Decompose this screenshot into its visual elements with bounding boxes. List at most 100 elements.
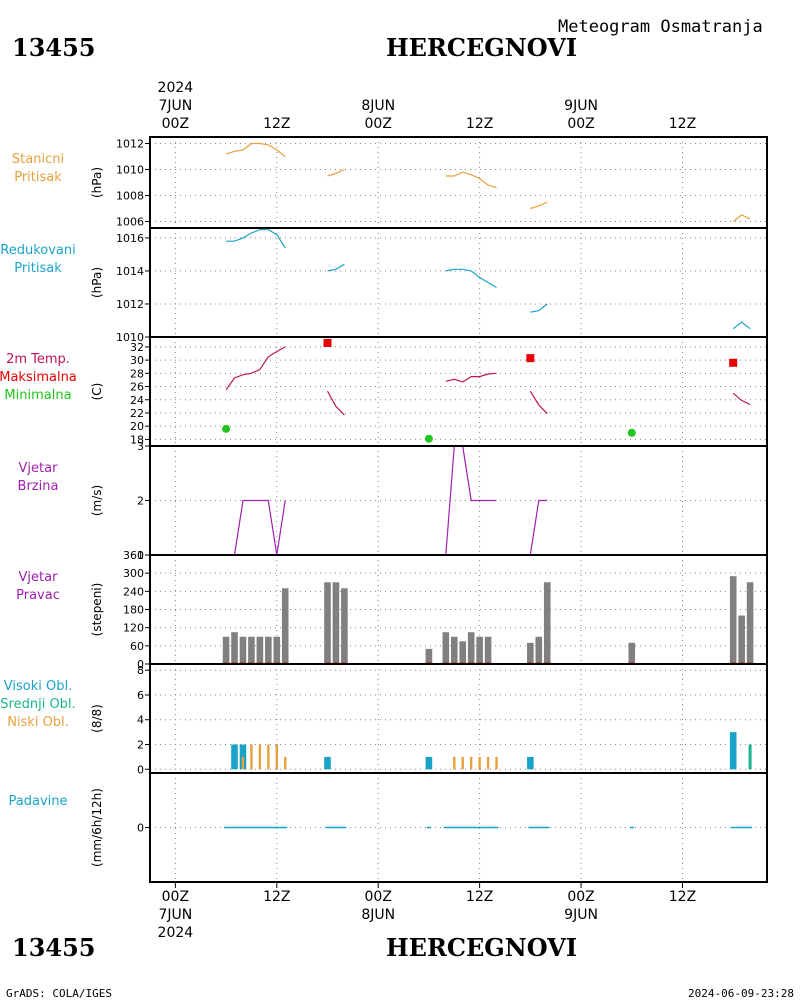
time-label-hour-top: 12Z	[466, 116, 493, 132]
station-pressure-line	[225, 142, 286, 157]
time-label-hour-top: 12Z	[669, 116, 696, 132]
time-label-hour-bottom: 12Z	[669, 889, 696, 905]
y-tick-label: 2	[137, 739, 144, 752]
wind-direction-bar	[442, 632, 450, 664]
y-tick-label: 0	[137, 763, 144, 776]
y-tick-label: 1014	[116, 265, 144, 278]
y-tick-label: 24	[130, 394, 144, 407]
station-name-top: HERCEGNOVI	[386, 33, 577, 62]
product-title: Meteogram Osmatranja	[558, 17, 763, 37]
high-cloud-bar	[324, 756, 331, 770]
panel-plot-area	[150, 555, 767, 664]
panel-plot-area	[150, 446, 767, 555]
temperature-line	[225, 346, 286, 391]
high-cloud-bar	[527, 756, 534, 770]
station-id-bottom: 13455	[12, 933, 96, 962]
station-pressure-line	[327, 168, 345, 177]
low-cloud-bar	[461, 756, 464, 770]
max-temp-marker	[323, 338, 332, 347]
mid-cloud-bar	[748, 744, 752, 770]
y-tick-label: 28	[130, 367, 144, 380]
low-cloud-bar	[478, 756, 481, 770]
time-label-year-bottom: 2024	[158, 925, 194, 941]
station-pressure-line	[445, 171, 497, 189]
y-tick-label: 8	[137, 664, 144, 677]
y-tick-label: 360	[123, 549, 144, 562]
time-label-hour-bottom: 00Z	[365, 889, 392, 905]
y-tick-label: 30	[130, 354, 144, 367]
wind-direction-bar	[484, 636, 492, 664]
temperature-line	[326, 390, 345, 416]
wind-direction-bar	[332, 582, 340, 664]
y-tick-label: 0	[137, 822, 144, 835]
wind-direction-bar	[746, 582, 754, 664]
station-pressure-line	[732, 214, 751, 222]
y-tick-label: 0	[137, 658, 144, 671]
panel-frame	[149, 227, 768, 338]
time-label-hour-top: 00Z	[162, 116, 189, 132]
wind-direction-bar	[256, 636, 264, 664]
time-label-hour-bottom: 00Z	[162, 889, 189, 905]
low-cloud-bar	[469, 756, 473, 770]
min-temp-marker	[424, 434, 433, 443]
wind-direction-bar	[476, 636, 483, 664]
wind-direction-bar	[248, 636, 255, 664]
y-tick-label: 1010	[116, 331, 144, 344]
wind-direction-bar	[738, 615, 745, 664]
panel-label: Redukovani	[0, 243, 75, 258]
y-tick-label: 2	[137, 495, 144, 508]
y-unit-label: (stepeni)	[90, 583, 104, 637]
y-tick-label: 1006	[116, 216, 144, 229]
y-tick-label: 1012	[116, 138, 144, 151]
y-tick-label: 120	[123, 622, 144, 635]
time-label-day-top: 9JUN	[564, 98, 598, 114]
temperature-line	[732, 392, 751, 405]
panel-label: Minimalna	[4, 388, 71, 403]
y-unit-label: (m/s)	[90, 485, 104, 516]
panel-label: Maksimalna	[0, 370, 77, 385]
max-temp-marker	[729, 358, 738, 367]
panel-padavine: 0 (mm/6h/12h) Padavine	[9, 772, 768, 883]
y-tick-label: 1012	[116, 298, 144, 311]
panel-plot-area	[150, 773, 767, 882]
wind-direction-bar	[543, 582, 551, 664]
reduced-pressure-line	[530, 303, 548, 313]
min-temp-marker	[627, 428, 636, 437]
wind-speed-line	[445, 446, 497, 555]
low-cloud-bar	[241, 756, 245, 770]
wind-direction-bar	[341, 588, 348, 664]
y-tick-label: 300	[123, 567, 144, 580]
y-unit-label: (hPa)	[90, 267, 104, 298]
low-cloud-bar	[258, 744, 262, 770]
time-label-year-top: 2024	[158, 80, 194, 96]
panel-label: Padavine	[9, 794, 68, 809]
wind-direction-bar	[450, 636, 458, 664]
panel-frame	[149, 336, 768, 447]
wind-direction-bar	[281, 588, 289, 664]
time-label-hour-top: 00Z	[567, 116, 594, 132]
station-name-bottom: HERCEGNOVI	[386, 933, 577, 962]
time-label-hour-bottom: 00Z	[567, 889, 594, 905]
panel-plot-area	[150, 664, 767, 773]
high-cloud-bar	[729, 732, 737, 770]
panel-label: Stanicni	[12, 152, 64, 167]
min-temp-marker	[222, 424, 231, 433]
low-cloud-bar	[495, 756, 498, 770]
reduced-pressure-line	[327, 263, 345, 272]
panel-brzina: 1 2 3 (m/s) Vjetar Brzina	[18, 440, 768, 562]
low-cloud-bar	[486, 756, 490, 770]
y-tick-label: 1016	[116, 232, 144, 245]
panel-label: Pritisak	[14, 261, 62, 276]
low-cloud-bar	[284, 756, 287, 770]
footer-timestamp: 2024-06-09-23:28	[688, 987, 794, 1000]
low-cloud-bar	[275, 744, 278, 770]
wind-direction-bar	[628, 642, 636, 664]
y-tick-label: 240	[123, 585, 144, 598]
wind-direction-bar	[273, 636, 281, 664]
time-axis-bottom: 00Z 7JUN 2024 12Z 00Z 8JUN 12Z 00Z 9JUN 12Z	[158, 882, 696, 941]
wind-direction-bar	[324, 582, 331, 664]
y-unit-label: (mm/6h/12h)	[90, 788, 104, 867]
y-tick-label: 180	[123, 604, 144, 617]
y-tick-label: 18	[130, 433, 144, 446]
